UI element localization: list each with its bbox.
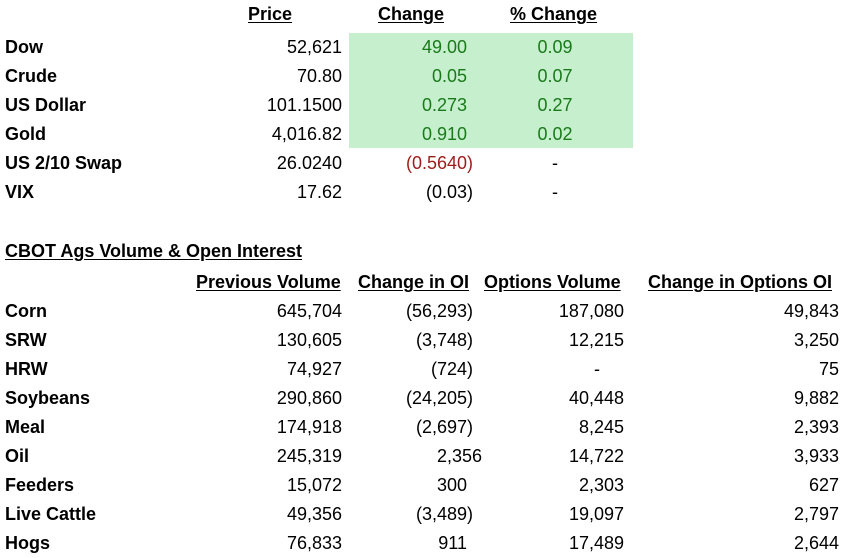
- commodity-name: Soybeans: [5, 388, 91, 408]
- options-volume: 2,303: [578, 475, 624, 495]
- market-name: US Dollar: [5, 95, 87, 115]
- commodity-name: Live Cattle: [5, 504, 97, 524]
- change-in-oi: (3,489): [415, 504, 473, 524]
- options-volume: 12,215: [568, 330, 624, 350]
- market-pct-change: 0.07: [537, 66, 573, 86]
- change-in-oi: (2,697): [415, 417, 473, 437]
- header-price: Price: [248, 4, 293, 24]
- market-price: 17.62: [296, 182, 342, 202]
- market-price: 101.1500: [266, 95, 342, 115]
- market-pct-change: -: [552, 182, 558, 202]
- change-in-options-oi: 2,393: [793, 417, 839, 437]
- change-in-oi: 911: [438, 533, 467, 553]
- previous-volume: 645,704: [276, 301, 342, 321]
- change-in-oi: 2,356: [436, 446, 482, 466]
- change-in-options-oi: 627: [808, 475, 839, 495]
- header-options-volume: Options Volume: [484, 272, 621, 292]
- market-change: (0.03): [425, 182, 473, 202]
- change-in-options-oi: 3,250: [793, 330, 839, 350]
- options-volume: -: [594, 359, 600, 379]
- options-volume: 40,448: [568, 388, 624, 408]
- market-pct-change: -: [552, 153, 558, 173]
- market-name: US 2/10 Swap: [5, 153, 123, 173]
- market-price: 52,621: [286, 37, 342, 57]
- options-volume: 19,097: [568, 504, 624, 524]
- previous-volume: 290,860: [276, 388, 342, 408]
- commodity-name: HRW: [5, 359, 48, 379]
- cbot-section-title: CBOT Ags Volume & Open Interest: [5, 241, 303, 261]
- change-in-oi: (24,205): [405, 388, 473, 408]
- previous-volume: 245,319: [276, 446, 342, 466]
- change-in-options-oi: 75: [818, 359, 839, 379]
- market-price: 26.0240: [276, 153, 342, 173]
- change-in-oi: (724): [430, 359, 473, 379]
- market-name: Gold: [5, 124, 46, 144]
- commodity-name: Feeders: [5, 475, 75, 495]
- market-price: 4,016.82: [271, 124, 342, 144]
- options-volume: 8,245: [578, 417, 624, 437]
- market-price: 70.80: [296, 66, 342, 86]
- options-volume: 17,489: [568, 533, 624, 553]
- commodity-name: SRW: [5, 330, 47, 350]
- market-change: (0.5640): [405, 153, 473, 173]
- commodity-name: Meal: [5, 417, 46, 437]
- options-volume: 14,722: [568, 446, 624, 466]
- change-in-oi: (3,748): [415, 330, 473, 350]
- previous-volume: 76,833: [286, 533, 342, 553]
- change-in-oi: (56,293): [405, 301, 473, 321]
- commodity-name: Oil: [5, 446, 30, 466]
- previous-volume: 49,356: [286, 504, 342, 524]
- market-name: Dow: [5, 37, 43, 57]
- market-change: 0.910: [421, 124, 467, 144]
- header-previous-volume: Previous Volume: [196, 272, 341, 292]
- previous-volume: 74,927: [286, 359, 342, 379]
- market-pct-change: 0.02: [537, 124, 573, 144]
- change-in-options-oi: 3,933: [793, 446, 839, 466]
- commodity-name: Corn: [5, 301, 47, 321]
- header-change: Change: [378, 4, 445, 24]
- options-volume: 187,080: [558, 301, 624, 321]
- positive-change-highlight: [349, 33, 633, 148]
- commodity-name: Hogs: [5, 533, 50, 553]
- header-pct-change: % Change: [510, 4, 598, 24]
- change-in-options-oi: 49,843: [783, 301, 839, 321]
- header-change-in-options-oi: Change in Options OI: [648, 272, 832, 292]
- previous-volume: 130,605: [276, 330, 342, 350]
- market-change: 49.00: [421, 37, 467, 57]
- header-change-in-oi: Change in OI: [358, 272, 470, 292]
- market-change: 0.273: [421, 95, 467, 115]
- change-in-oi: 300: [436, 475, 467, 495]
- market-pct-change: 0.27: [537, 95, 573, 115]
- change-in-options-oi: 2,644: [793, 533, 839, 553]
- change-in-options-oi: 2,797: [793, 504, 839, 524]
- market-change: 0.05: [431, 66, 467, 86]
- market-pct-change: 0.09: [537, 37, 573, 57]
- previous-volume: 174,918: [276, 417, 342, 437]
- market-name: Crude: [5, 66, 58, 86]
- change-in-options-oi: 9,882: [793, 388, 839, 408]
- market-name: VIX: [5, 182, 35, 202]
- previous-volume: 15,072: [286, 475, 342, 495]
